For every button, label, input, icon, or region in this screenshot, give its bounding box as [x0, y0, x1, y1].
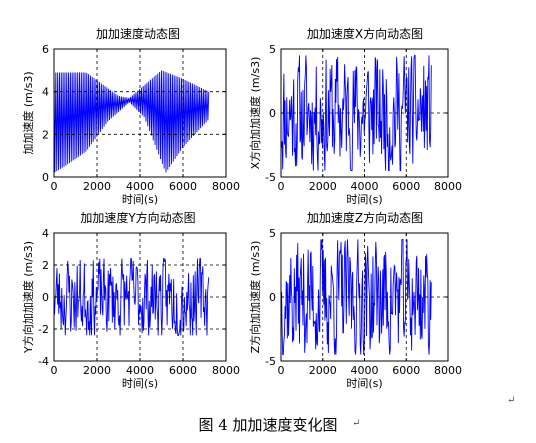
- x-tick-label: 4000: [351, 364, 379, 377]
- caption-paragraph-mark: ↵: [352, 418, 361, 429]
- x-axis-label: 时间(s): [346, 193, 382, 206]
- y-tick-label: 0: [42, 171, 49, 184]
- paragraph-mark: ↵: [507, 395, 516, 406]
- y-tick-label: 6: [42, 43, 49, 56]
- y-axis-label: Z方向加加速度 (m/s3): [248, 241, 262, 354]
- y-tick-label: 2: [42, 259, 49, 272]
- series-line: [281, 238, 432, 356]
- chart-title: 加加速度动态图: [96, 26, 180, 41]
- x-tick-label: 8000: [434, 180, 462, 193]
- x-tick-label: 6000: [169, 180, 197, 193]
- series-line: [54, 70, 210, 173]
- chart-1: 加加速度动态图 0 2000 4000 6000 8000 0 2 4 6 时间(s) 加加速度 (m…: [21, 26, 240, 206]
- caption-text: 图 4 加加速度变化图: [198, 416, 338, 434]
- x-tick-label: 0: [51, 364, 58, 377]
- x-tick-label: 0: [51, 180, 58, 193]
- series-line: [54, 258, 210, 336]
- x-tick-label: 6000: [169, 364, 197, 377]
- x-tick-label: 0: [278, 180, 285, 193]
- x-tick-label: 2000: [309, 364, 337, 377]
- y-tick-label: 0: [269, 107, 276, 120]
- x-tick-label: 0: [278, 364, 285, 377]
- y-axis-label: 加加速度 (m/s3): [21, 71, 35, 154]
- x-tick-label: 4000: [126, 180, 154, 193]
- x-tick-label: 2000: [83, 180, 111, 193]
- y-axis-label: X方向加加速度 (m/s3): [248, 57, 262, 170]
- y-axis-label: Y方向加加速度 (m/s3): [21, 241, 35, 354]
- x-tick-label: 8000: [434, 364, 462, 377]
- figure-caption: 图 4 加加速度变化图: [0, 414, 536, 435]
- x-axis-label: 时间(s): [346, 377, 382, 390]
- y-tick-label: 5: [269, 43, 276, 56]
- chart-title: 加加速度X方向动态图: [307, 26, 423, 41]
- y-tick-label: 4: [42, 86, 49, 99]
- y-tick-label: 5: [269, 227, 276, 240]
- x-tick-label: 2000: [309, 180, 337, 193]
- series-line: [281, 54, 432, 172]
- chart-3: 加加速度Y方向动态图 0 2000 4000 6000 8000 -4 -2 0 2 4 时间(s) Y…: [21, 210, 240, 390]
- x-tick-label: 8000: [212, 364, 240, 377]
- x-tick-label: 8000: [212, 180, 240, 193]
- y-tick-label: -2: [38, 323, 49, 336]
- chart-title: 加加速度Z方向动态图: [307, 210, 423, 225]
- y-tick-label: -4: [38, 355, 49, 368]
- x-tick-label: 4000: [126, 364, 154, 377]
- chart-title: 加加速度Y方向动态图: [80, 210, 195, 225]
- x-axis-label: 时间(s): [122, 193, 158, 206]
- x-tick-label: 6000: [392, 180, 420, 193]
- y-tick-label: 0: [42, 291, 49, 304]
- y-tick-label: -5: [265, 355, 276, 368]
- x-tick-label: 2000: [83, 364, 111, 377]
- x-tick-label: 4000: [351, 180, 379, 193]
- y-tick-label: 2: [42, 128, 49, 141]
- y-tick-label: 0: [269, 291, 276, 304]
- y-tick-label: 4: [42, 227, 49, 240]
- x-axis-label: 时间(s): [122, 377, 158, 390]
- x-tick-label: 6000: [392, 364, 420, 377]
- y-tick-label: -5: [265, 171, 276, 184]
